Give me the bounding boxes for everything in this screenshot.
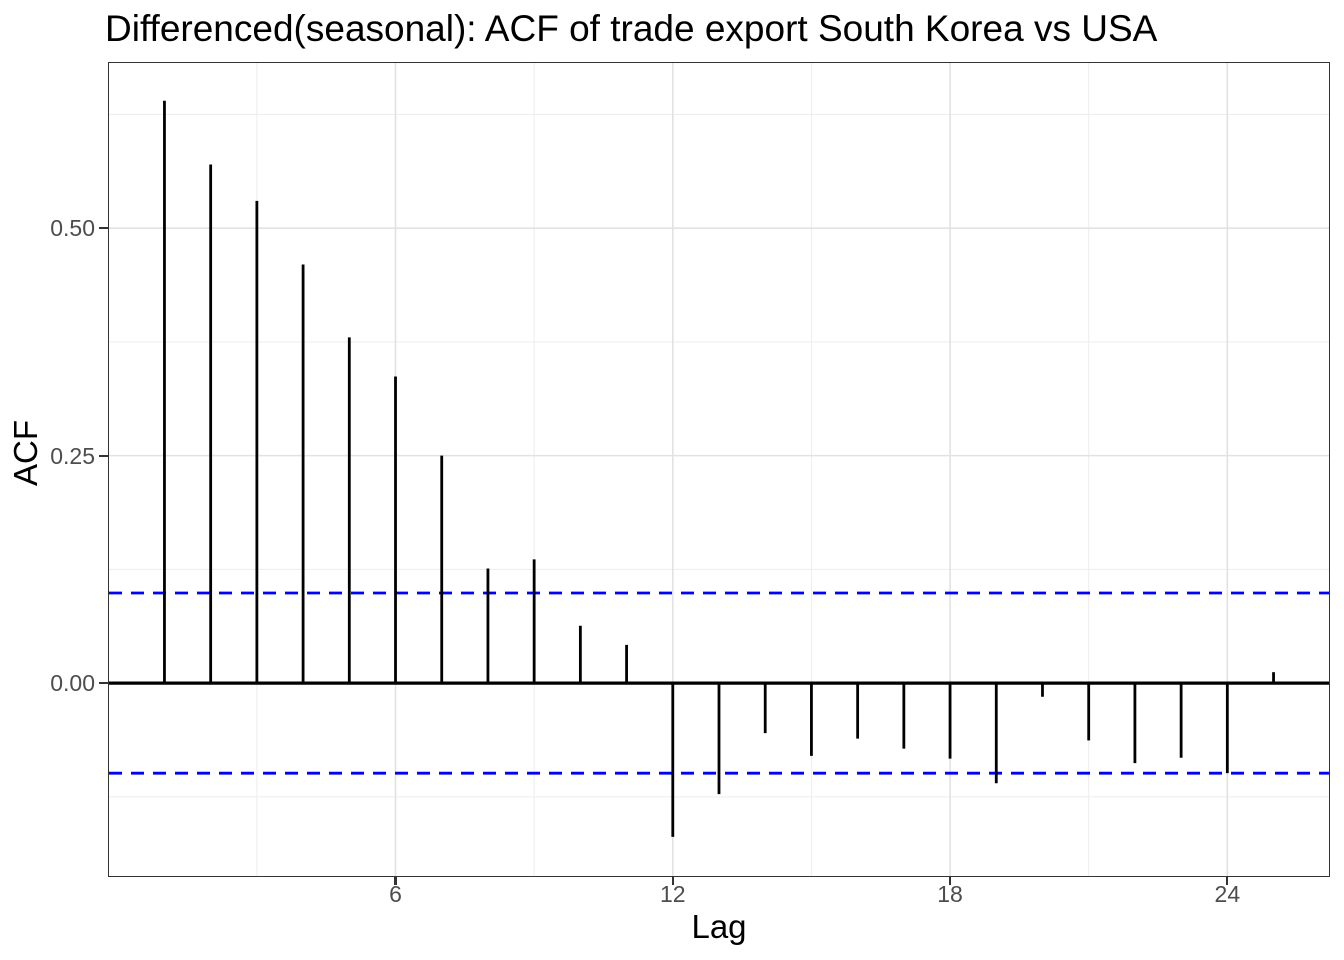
plot-panel [109,63,1329,876]
x-tick-label: 24 [1214,881,1241,907]
x-tick-label: 6 [389,881,402,907]
x-tick-mark [671,876,674,885]
y-tick-mark [99,454,108,457]
y-tick-label: 0.00 [50,670,95,697]
x-tick-label: 12 [659,881,686,907]
y-tick-mark [99,227,108,230]
x-tick-label: 18 [937,881,963,907]
chart-title: Differenced(seasonal): ACF of trade expo… [105,8,1158,49]
y-tick-mark [99,682,108,685]
x-tick-mark [1226,876,1229,885]
y-tick-label: 0.50 [50,215,95,242]
y-tick-label: 0.25 [50,442,95,469]
x-axis-title: Lag [691,908,747,945]
x-tick-mark [948,876,952,885]
x-tick-mark [394,876,397,885]
